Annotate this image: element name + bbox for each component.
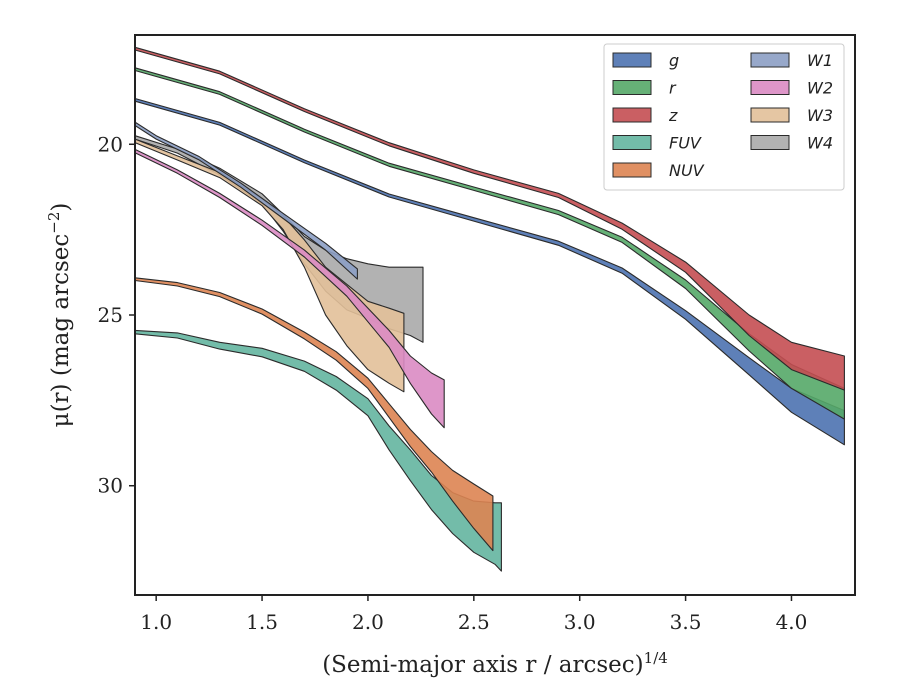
legend-label: z — [668, 106, 678, 125]
legend-swatch — [612, 107, 652, 123]
series-band-r — [134, 67, 845, 420]
series-layer — [134, 46, 845, 572]
ticks-layer: 1.0 1.5 2.0 2.5 3.0 3.5 4.0 20 25 30 — [98, 132, 808, 634]
legend-swatch — [612, 135, 652, 150]
legend-item-w3: W3 — [750, 106, 833, 125]
legend-item-g: g — [612, 51, 679, 70]
series-band-fuv — [134, 329, 502, 572]
legend-label: NUV — [669, 161, 705, 180]
legend-items: grz FUV NUV W1 W2 W3 W4 — [612, 51, 833, 180]
y-tick-label: 30 — [98, 474, 123, 498]
y-axis-label-main: μ(r) (mag arcsec — [48, 234, 74, 428]
legend-item-w1: W1 — [750, 51, 833, 70]
series-band-g — [134, 97, 845, 446]
legend-item-w2: W2 — [750, 79, 833, 98]
x-tick-label: 2.0 — [352, 610, 384, 634]
legend-label: W3 — [807, 106, 833, 125]
x-tick-label: 4.0 — [776, 610, 808, 634]
x-axis-label-main: (Semi-major axis r / arcsec) — [322, 652, 643, 678]
legend-swatch — [612, 52, 652, 68]
x-tick-label: 1.5 — [246, 610, 278, 634]
legend-item-r: r — [612, 79, 677, 98]
legend-swatch — [750, 52, 790, 68]
legend-swatch — [750, 80, 790, 95]
legend-label: FUV — [669, 134, 702, 153]
x-tick-label: 2.5 — [458, 610, 490, 634]
legend-swatch — [612, 80, 652, 95]
y-tick-label: 20 — [98, 132, 123, 156]
legend-label: W1 — [807, 51, 833, 70]
x-axis-label-superscript: 1/4 — [644, 649, 668, 667]
legend-item-fuv: FUV — [612, 134, 702, 153]
legend-item-nuv: NUV — [612, 161, 705, 180]
legend-label: W4 — [807, 134, 833, 153]
series-band-nuv — [134, 277, 494, 552]
series-band-w1 — [134, 121, 358, 280]
y-axis-label-superscript: −2 — [45, 212, 63, 234]
legend-swatch — [612, 162, 652, 178]
x-axis-label: (Semi-major axis r / arcsec)1/4 — [322, 649, 668, 678]
legend-item-w4: W4 — [750, 134, 833, 153]
legend: grz FUV NUV W1 W2 W3 W4 — [603, 43, 845, 191]
legend-label: W2 — [807, 79, 833, 98]
legend-label: g — [669, 51, 679, 70]
y-axis-label-close: ) — [48, 203, 74, 212]
legend-swatch — [750, 107, 790, 123]
x-tick-label: 1.0 — [140, 610, 172, 634]
x-tick-label: 3.5 — [670, 610, 702, 634]
x-tick-label: 3.0 — [564, 610, 596, 634]
legend-swatch — [750, 135, 790, 150]
y-axis-label: μ(r) (mag arcsec−2) — [45, 203, 74, 428]
series-band-z — [134, 46, 845, 391]
legend-item-z: z — [612, 106, 678, 125]
y-tick-label: 25 — [98, 303, 123, 327]
series-band-w2 — [134, 148, 445, 429]
legend-label: r — [669, 79, 677, 98]
